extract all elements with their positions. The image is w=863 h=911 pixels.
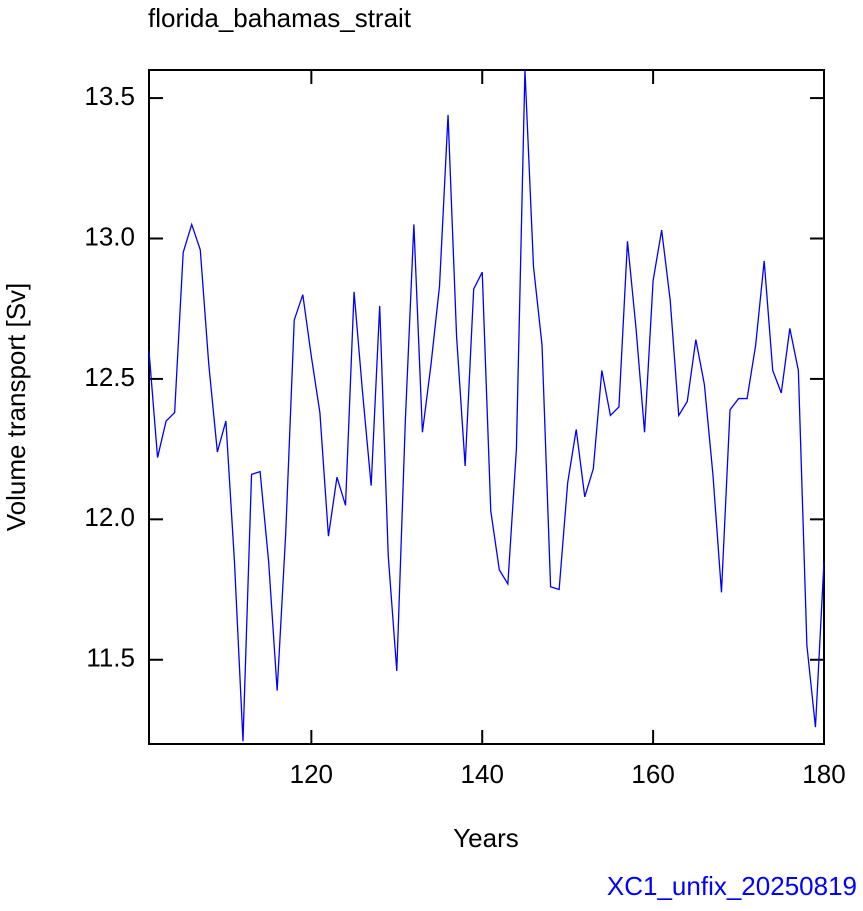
chart-title: florida_bahamas_strait (148, 3, 412, 33)
y-tick-label: 12.0 (84, 502, 135, 532)
x-axis-label: Years (453, 823, 519, 853)
y-axis-label: Volume transport [Sv] (1, 283, 31, 532)
y-tick-label: 12.5 (84, 362, 135, 392)
annotation: XC1_unfix_20250819 (607, 871, 857, 901)
plot-frame (148, 69, 825, 745)
x-tick-label: 180 (802, 759, 845, 789)
y-tick-label: 13.0 (84, 221, 135, 251)
x-tick-label: 120 (290, 759, 333, 789)
data-line (148, 69, 825, 742)
x-tick-label: 160 (631, 759, 674, 789)
y-tick-label: 13.5 (84, 81, 135, 111)
x-tick-label: 140 (461, 759, 504, 789)
y-tick-label: 11.5 (86, 643, 135, 673)
